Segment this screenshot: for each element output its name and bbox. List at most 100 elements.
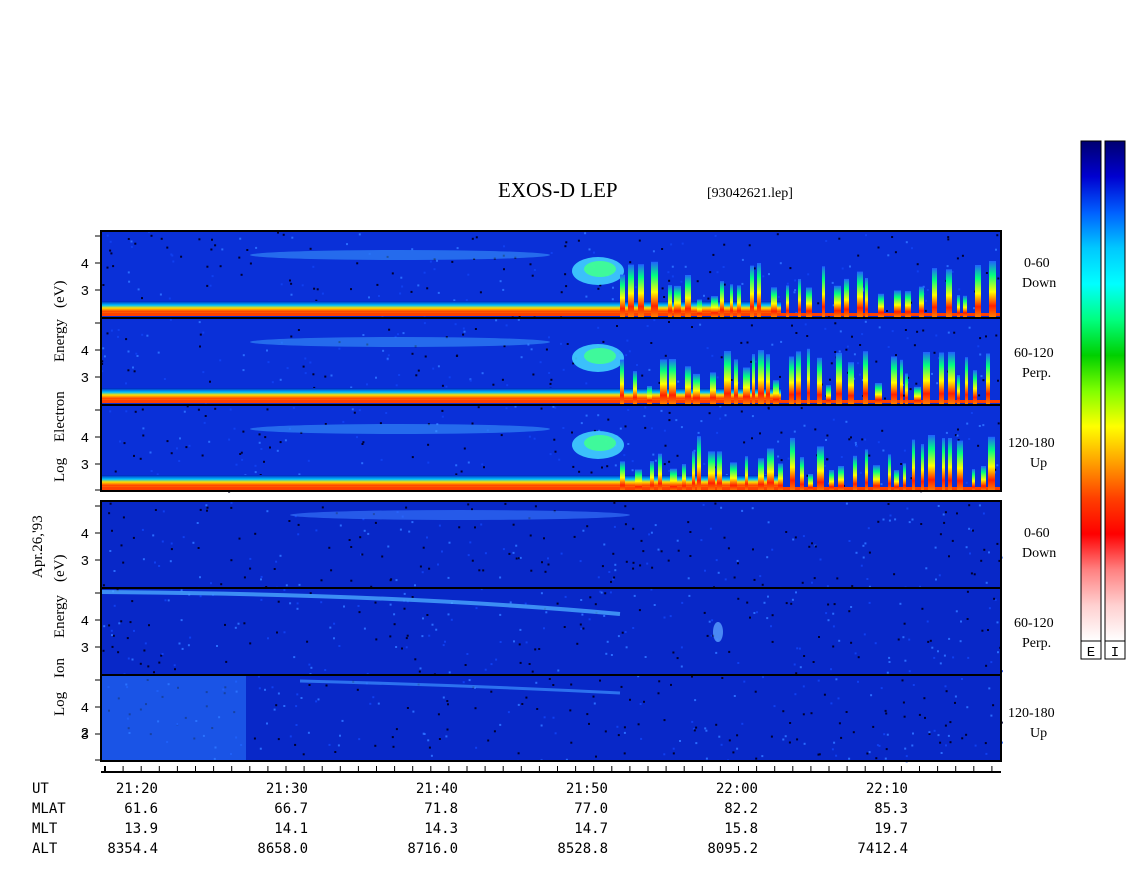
electron-frame: [100, 230, 1002, 492]
noise-dot: [936, 382, 939, 385]
y-tick-label: 3: [81, 458, 89, 474]
noise-dot: [240, 273, 243, 276]
noise-dot: [188, 444, 191, 447]
noise-dot: [954, 695, 957, 698]
noise-dot: [794, 536, 797, 539]
noise-dot: [667, 559, 670, 562]
noise-dot: [614, 563, 617, 566]
noise-dot: [794, 693, 797, 696]
noise-dot: [572, 465, 575, 468]
noise-dot: [312, 373, 315, 376]
noise-dot: [849, 265, 851, 268]
noise-dot: [780, 431, 783, 434]
noise-dot: [888, 656, 891, 659]
noise-dot: [790, 602, 793, 605]
noise-dot: [474, 526, 476, 529]
noise-dot: [187, 644, 190, 647]
noise-dot: [467, 273, 470, 276]
noise-dot: [312, 265, 315, 268]
noise-dot: [467, 503, 470, 506]
noise-dot: [368, 296, 370, 299]
noise-dot: [290, 335, 293, 338]
noise-dot: [358, 409, 361, 412]
noise-dot: [652, 250, 655, 253]
noise-dot: [681, 601, 684, 604]
noise-dot: [609, 591, 612, 594]
noise-dot: [940, 752, 943, 754]
noise-dot: [937, 650, 939, 653]
noise-dot: [196, 522, 199, 524]
y-tick-label: 4: [81, 701, 89, 717]
noise-dot: [720, 743, 723, 746]
noise-dot: [880, 483, 883, 486]
noise-dot: [169, 560, 172, 563]
noise-dot: [133, 370, 136, 373]
noise-dot: [296, 602, 299, 605]
noise-dot: [997, 277, 1000, 280]
noise-dot: [132, 366, 134, 369]
electron-burst-column: [865, 278, 868, 317]
electron-burst-column: [685, 275, 691, 317]
noise-dot: [601, 565, 604, 568]
noise-dot: [560, 552, 563, 555]
noise-dot: [503, 268, 505, 271]
noise-dot: [553, 438, 556, 441]
noise-dot: [966, 422, 969, 425]
noise-dot: [613, 576, 616, 579]
noise-dot: [984, 742, 987, 745]
electron-axis-label-energy: Energy: [52, 318, 68, 362]
noise-dot: [313, 287, 316, 290]
noise-dot: [632, 627, 635, 629]
noise-dot: [610, 580, 612, 583]
noise-dot: [784, 735, 787, 738]
noise-dot: [358, 233, 361, 236]
noise-dot: [433, 268, 436, 271]
noise-dot: [446, 728, 449, 731]
noise-dot: [944, 511, 947, 514]
noise-dot: [198, 321, 201, 324]
electron-burst-column: [932, 268, 937, 317]
noise-dot: [887, 346, 890, 348]
noise-dot: [118, 622, 121, 625]
noise-dot: [467, 554, 470, 557]
noise-dot: [381, 555, 384, 558]
electron-burst-column: [848, 362, 854, 404]
noise-dot: [882, 518, 885, 521]
noise-dot: [170, 253, 173, 256]
noise-dot: [853, 353, 856, 356]
mlt-value: 19.7: [874, 821, 908, 837]
noise-dot: [186, 405, 189, 408]
electron-burst-column: [826, 385, 831, 404]
noise-dot: [676, 454, 679, 457]
noise-dot: [817, 753, 820, 756]
noise-dot: [632, 567, 635, 570]
noise-dot: [814, 545, 817, 548]
noise-dot: [556, 602, 559, 605]
noise-dot: [859, 471, 862, 474]
noise-dot: [997, 379, 999, 382]
noise-dot: [610, 654, 613, 656]
noise-dot: [691, 326, 693, 328]
file-name: [93042621.lep]: [707, 186, 793, 201]
noise-dot: [800, 407, 803, 410]
noise-dot: [631, 469, 634, 472]
noise-dot: [502, 288, 505, 291]
noise-dot: [619, 427, 622, 430]
noise-dot: [377, 702, 380, 705]
noise-dot: [868, 454, 871, 457]
y-tick-label: 3: [81, 554, 89, 570]
noise-dot: [428, 567, 431, 570]
noise-dot: [258, 687, 261, 690]
noise-dot: [130, 240, 133, 243]
noise-dot: [956, 257, 959, 260]
electron-axis-label-unit: (eV): [52, 280, 68, 308]
noise-dot: [811, 581, 813, 584]
noise-dot: [214, 244, 217, 247]
electron-burst-column: [973, 370, 977, 404]
electron-burst-column: [743, 367, 750, 404]
noise-dot: [530, 348, 533, 351]
noise-dot: [588, 248, 591, 251]
noise-dot: [199, 508, 202, 511]
noise-dot: [221, 248, 224, 251]
noise-dot: [763, 601, 766, 604]
